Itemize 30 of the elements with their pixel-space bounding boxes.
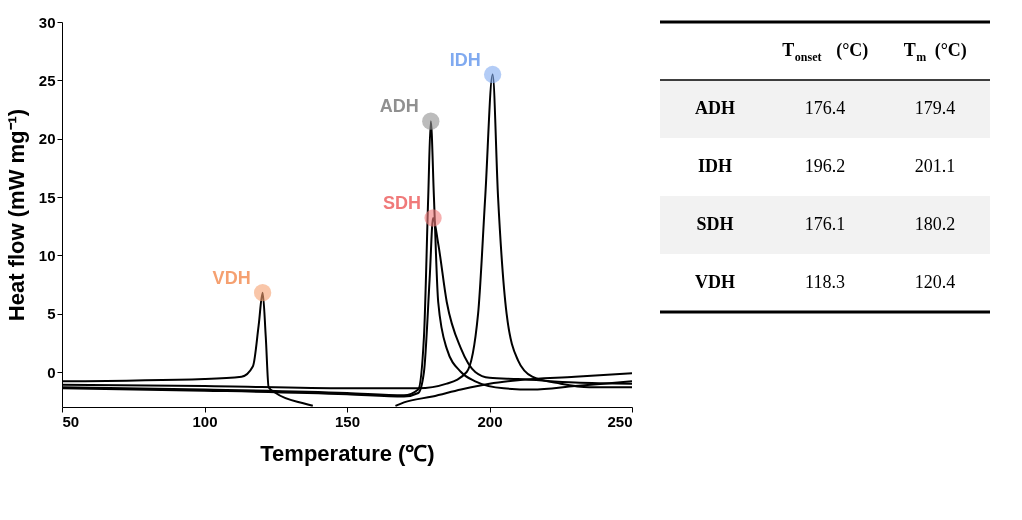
x-tick-label: 50 <box>62 412 80 430</box>
y-tick-label: 0 <box>47 363 56 381</box>
y-axis-title: Heat flow (mW mg⁻¹) <box>3 108 29 322</box>
text: VDH <box>695 272 735 292</box>
series-label: SDH <box>383 193 422 213</box>
y-tick-label: 30 <box>38 13 56 31</box>
text: 180.2 <box>914 214 956 234</box>
text: ADH <box>695 98 735 118</box>
text: 120.4 <box>914 272 956 292</box>
y-tick-label: 10 <box>38 246 56 264</box>
y-tick-label: 5 <box>47 305 56 323</box>
text: 196.2 <box>804 156 846 176</box>
x-tick-label: 100 <box>192 412 218 430</box>
text: SDH <box>696 214 734 234</box>
x-tick-label: 250 <box>607 412 633 430</box>
series-label: ADH <box>379 96 419 117</box>
text: 176.1 <box>804 214 846 234</box>
text: 179.4 <box>914 98 956 118</box>
x-tick-label: 150 <box>334 412 361 430</box>
text: 201.1 <box>914 156 956 176</box>
series-label: VDH <box>212 267 251 288</box>
y-tick-label: 20 <box>38 130 56 148</box>
series-label: IDH <box>449 49 481 70</box>
y-tick-label: 25 <box>38 71 56 89</box>
text: IDH <box>697 156 733 176</box>
y-tick-label: 15 <box>38 188 56 206</box>
x-axis-title: Temperature (℃) <box>260 440 435 466</box>
text: 118.3 <box>805 272 845 292</box>
x-tick-label: 200 <box>477 412 503 430</box>
text: 176.4 <box>804 98 846 118</box>
